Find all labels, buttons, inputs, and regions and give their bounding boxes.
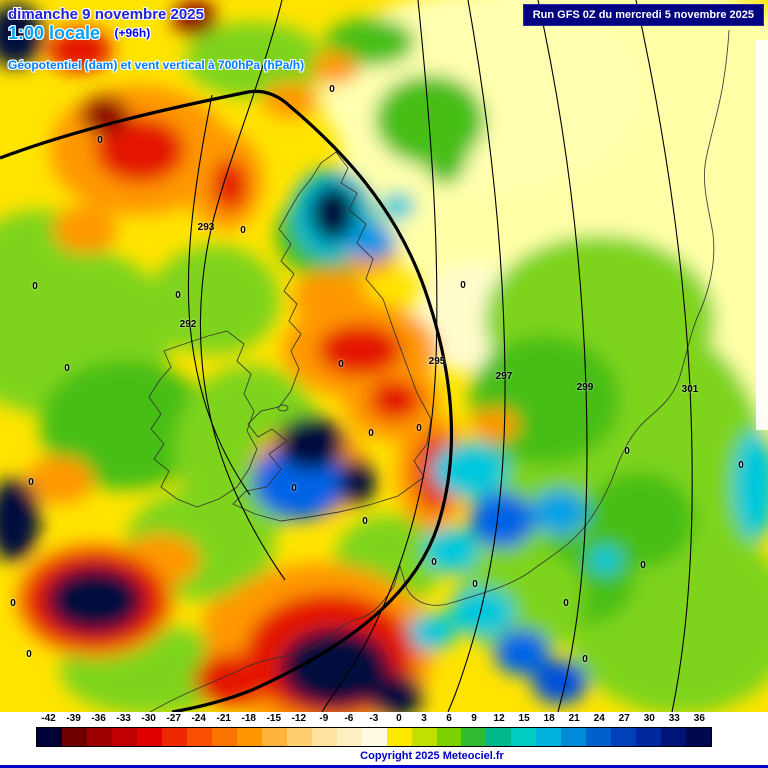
date-label: dimanche 9 novembre 2025 [8,6,204,23]
parameter-label: Géopotentiel (dam) et vent vertical à 70… [8,57,305,72]
colorbar-tick-label: -30 [141,713,156,724]
colorbar-cell [161,728,187,746]
colorbar-tick-label: 33 [668,713,680,724]
colorbar-tick-label: -42 [41,713,56,724]
colorbar-tick-label: 9 [471,713,477,724]
colorbar-tick-label: -18 [241,713,256,724]
colorbar [36,727,712,747]
contour-lines [0,0,693,712]
colorbar-cell [61,728,87,746]
colorbar-cell [511,728,537,746]
colorbar-cell [411,728,437,746]
colorbar-tick-label: 18 [543,713,555,724]
colorbar-cell [486,728,512,746]
colorbar-cell [436,728,462,746]
colorbar-tick-label: -27 [166,713,181,724]
map-header: dimanche 9 novembre 2025 1:00 locale (+9… [8,6,304,72]
colorbar-tick-label: -33 [116,713,131,724]
colorbar-cell [386,728,412,746]
colorbar-tick-label: 30 [643,713,655,724]
colorbar-cell [311,728,337,746]
colorbar-tick-labels: -42 -39 -36 -33 -30 -27 -24 -21 -18 -15 -12 -9 -6 -3 0… [36,713,712,726]
colorbar-tick-label: -6 [344,713,354,724]
colorbar-tick-label: -36 [91,713,106,724]
colorbar-cell [361,728,387,746]
colorbar-tick-label: -15 [266,713,282,724]
colorbar-tick-label: -24 [191,713,206,724]
colorbar-cell [686,728,712,746]
colorbar-tick-label: 27 [618,713,630,724]
colorbar-cell [261,728,287,746]
colorbar-cell [636,728,662,746]
colorbar-tick-label: 3 [421,713,427,724]
colorbar-cell [111,728,137,746]
colorbar-tick-label: 0 [396,713,402,724]
colorbar-tick-label: 12 [493,713,505,724]
colorbar-cell [611,728,637,746]
colorbar-cell [186,728,212,746]
colorbar-tick-label: 15 [518,713,530,724]
colorbar-cell [336,728,362,746]
map-canvas[interactable] [0,0,768,712]
colorbar-tick-label: -39 [66,713,81,724]
copyright-link[interactable]: Copyright 2025 Meteociel.fr [360,750,504,762]
colorbar-cell [461,728,487,746]
run-info-box: Run GFS 0Z du mercredi 5 novembre 2025 [522,4,764,26]
colorbar-cell [586,728,612,746]
colorbar-tick-label: 24 [593,713,605,724]
colorbar-cell [37,728,62,746]
colorbar-tick-label: -12 [291,713,307,724]
colorbar-cell [561,728,587,746]
colorbar-tick-label: 6 [446,713,452,724]
forecast-offset-label: (+96h) [114,26,151,41]
colorbar-cell [286,728,312,746]
colorbar-cell [136,728,162,746]
colorbar-tick-label: 21 [568,713,580,724]
colorbar-cell [536,728,562,746]
color-field [0,0,768,712]
colorbar-cell [661,728,687,746]
colorbar-cell [86,728,112,746]
colorbar-tick-label: -21 [216,713,231,724]
colorbar-area: -42 -39 -36 -33 -30 -27 -24 -21 -18 -15 -12 -9 -6 -3 0… [0,712,768,768]
coastlines [148,29,730,712]
time-label: 1:00 locale [8,23,101,44]
colorbar-tick-label: -3 [369,713,379,724]
colorbar-tick-label: 36 [693,713,705,724]
colorbar-cell [236,728,262,746]
colorbar-tick-label: -9 [319,713,329,724]
colorbar-cell [211,728,237,746]
